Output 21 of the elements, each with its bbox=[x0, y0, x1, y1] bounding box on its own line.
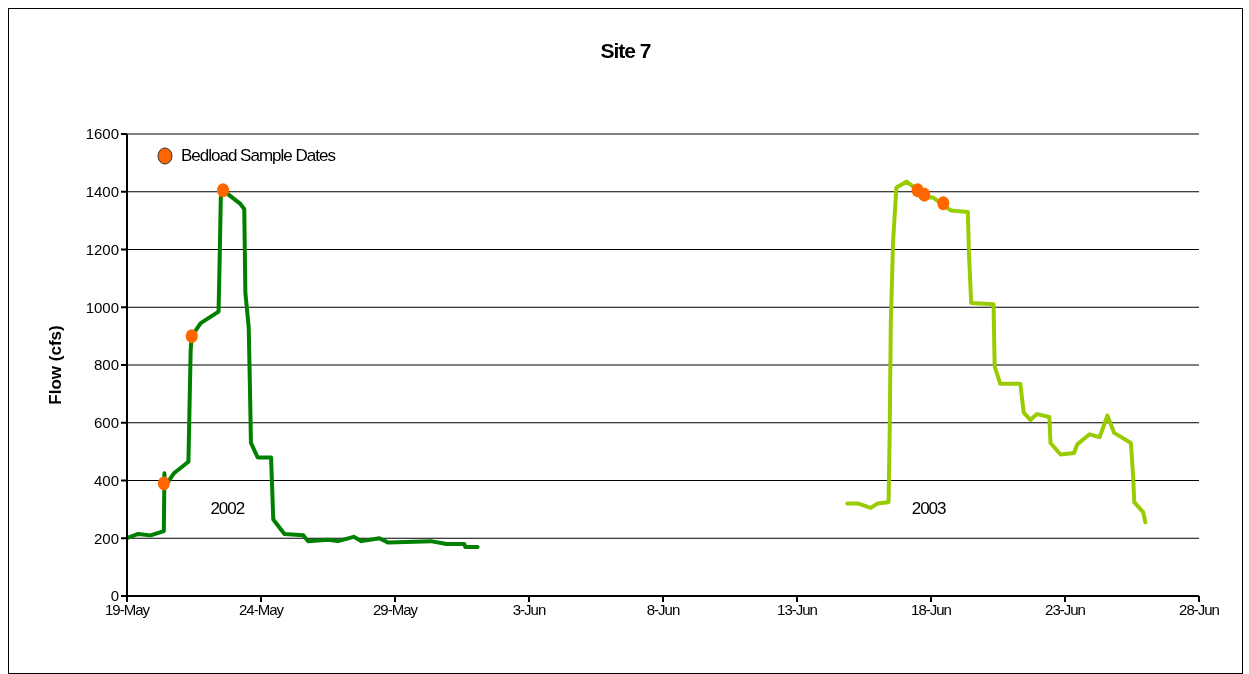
legend-label: Bedload Sample Dates bbox=[181, 146, 335, 166]
y-tick-label: 600 bbox=[93, 414, 119, 432]
y-tick-label: 400 bbox=[93, 471, 119, 489]
y-tick-label: 1000 bbox=[85, 298, 119, 316]
x-tick-label: 3-Jun bbox=[512, 600, 546, 618]
y-tick-label: 200 bbox=[93, 529, 119, 547]
chart-title: Site 7 bbox=[599, 39, 652, 63]
x-tick-label: 28-Jun bbox=[1179, 600, 1220, 618]
y-tick-label: 1200 bbox=[85, 240, 119, 258]
y-tick-label: 1400 bbox=[85, 183, 119, 201]
y-tick-label: 800 bbox=[93, 356, 119, 374]
x-tick-label: 13-Jun bbox=[777, 600, 818, 618]
series-label: 2002 bbox=[210, 499, 245, 518]
x-tick-label: 8-Jun bbox=[646, 600, 680, 618]
x-tick-label: 18-Jun bbox=[911, 600, 952, 618]
x-tick-label: 24-May bbox=[238, 600, 285, 618]
series-label: 2003 bbox=[911, 499, 947, 518]
x-tick-label: 29-May bbox=[372, 600, 419, 618]
x-tick-label: 23-Jun bbox=[1045, 600, 1086, 618]
y-tick-label: 1600 bbox=[85, 125, 119, 143]
y-axis-title: Flow (cfs) bbox=[46, 325, 66, 405]
